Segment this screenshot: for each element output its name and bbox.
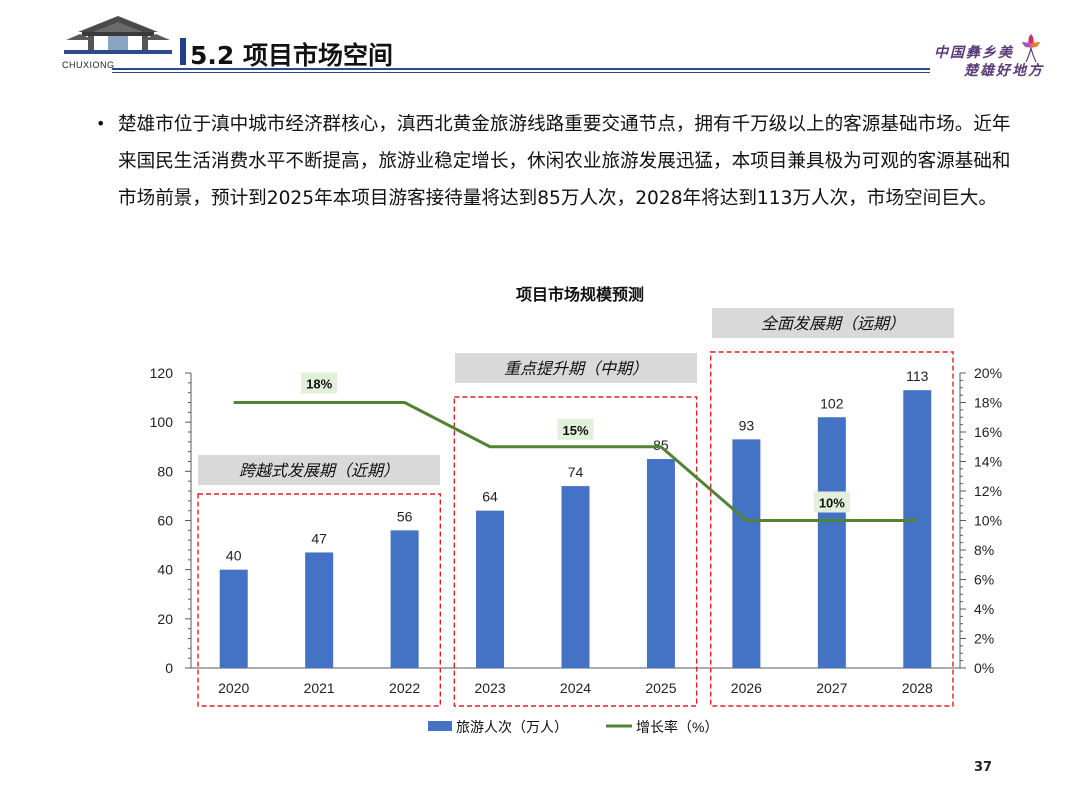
x-axis-tick-label: 2020 <box>218 680 249 696</box>
bar-value-label: 40 <box>226 548 242 564</box>
right-axis-tick-label: 20% <box>974 365 1002 381</box>
x-axis-tick-label: 2024 <box>560 680 591 696</box>
x-axis-tick-label: 2026 <box>731 680 762 696</box>
archway-logo-icon <box>64 16 172 54</box>
bar <box>219 569 248 668</box>
legend-bar-swatch <box>428 721 452 731</box>
header-divider <box>112 68 930 70</box>
x-axis-tick-label: 2021 <box>304 680 335 696</box>
right-axis-tick-label: 14% <box>974 454 1002 470</box>
right-axis-tick-label: 4% <box>974 601 994 617</box>
bar-value-label: 102 <box>820 395 844 411</box>
right-axis-tick-label: 18% <box>974 395 1002 411</box>
x-axis-tick-label: 2028 <box>902 680 933 696</box>
legend-line-label: 增长率（%） <box>636 719 718 735</box>
phase-label: 全面发展期（远期） <box>761 315 905 333</box>
phase-label: 重点提升期（中期） <box>504 360 648 378</box>
brand-line-2: 楚雄好地方 <box>964 63 1044 79</box>
bar-value-label: 74 <box>568 464 584 480</box>
left-axis-tick-label: 20 <box>157 611 173 627</box>
left-axis-tick-label: 40 <box>157 562 173 578</box>
left-axis-tick-label: 0 <box>165 660 173 676</box>
bar-value-label: 64 <box>482 489 498 505</box>
rate-label: 10% <box>819 496 845 511</box>
bar <box>903 390 932 668</box>
legend-bar-label: 旅游人次（万人） <box>456 719 568 735</box>
x-axis-tick-label: 2027 <box>816 680 847 696</box>
right-axis-tick-label: 6% <box>974 572 994 588</box>
page-number: 37 <box>974 760 993 775</box>
right-axis-tick-label: 10% <box>974 513 1002 529</box>
right-axis-tick-label: 16% <box>974 424 1002 440</box>
rate-label-box <box>813 491 850 513</box>
bar <box>646 459 675 668</box>
phase-label-banner <box>455 353 697 383</box>
x-axis-tick-label: 2023 <box>474 680 505 696</box>
phase-label-banner <box>712 308 954 338</box>
chart-title: 项目市场规模预测 <box>516 285 644 304</box>
brand-slogan: 中国彝乡美 楚雄好地方 <box>920 34 1050 82</box>
bar-value-label: 56 <box>397 508 413 524</box>
phase-box <box>709 351 954 707</box>
right-axis-tick-label: 2% <box>974 631 994 647</box>
rate-label-box <box>301 372 338 394</box>
left-axis-tick-label: 60 <box>157 513 173 529</box>
phase-label: 跨越式发展期（近期） <box>239 462 399 480</box>
brand-line-1: 中国彝乡美 <box>934 45 1014 61</box>
chuxiong-logo: CHUXIONG <box>58 10 178 72</box>
left-axis-tick-label: 120 <box>150 365 174 381</box>
bar-value-label: 93 <box>739 417 755 433</box>
left-axis-tick-label: 80 <box>157 463 173 479</box>
rate-label-box <box>557 418 594 440</box>
bar-value-label: 113 <box>906 368 929 384</box>
bar <box>476 510 505 668</box>
rate-label: 18% <box>306 377 332 392</box>
bar <box>732 439 761 668</box>
bullet-icon: • <box>96 114 106 133</box>
phase-box <box>197 493 442 707</box>
phase-box <box>453 396 698 707</box>
bar-value-label: 47 <box>311 530 327 546</box>
left-axis-tick-label: 100 <box>150 414 174 430</box>
bar <box>390 530 419 668</box>
right-axis-tick-label: 12% <box>974 483 1002 499</box>
right-axis-tick-label: 8% <box>974 542 994 558</box>
title-accent-bar <box>180 38 186 65</box>
bar <box>817 417 846 668</box>
rate-label: 15% <box>562 423 588 438</box>
right-axis-tick-label: 0% <box>974 660 994 676</box>
phase-label-banner <box>198 455 440 485</box>
flower-emblem-icon <box>1022 34 1040 63</box>
growth-rate-line <box>233 401 918 522</box>
header-divider-thin <box>112 72 930 73</box>
intro-paragraph: 楚雄市位于滇中城市经济群核心，滇西北黄金旅游线路重要交通节点，拥有千万级以上的客… <box>118 114 1011 209</box>
bar <box>561 486 590 668</box>
bar <box>305 552 334 668</box>
page-title: 5.2 项目市场空间 <box>190 41 393 70</box>
x-axis-tick-label: 2025 <box>645 680 676 696</box>
logo-caption: CHUXIONG <box>62 60 115 70</box>
x-axis-tick-label: 2022 <box>389 680 420 696</box>
